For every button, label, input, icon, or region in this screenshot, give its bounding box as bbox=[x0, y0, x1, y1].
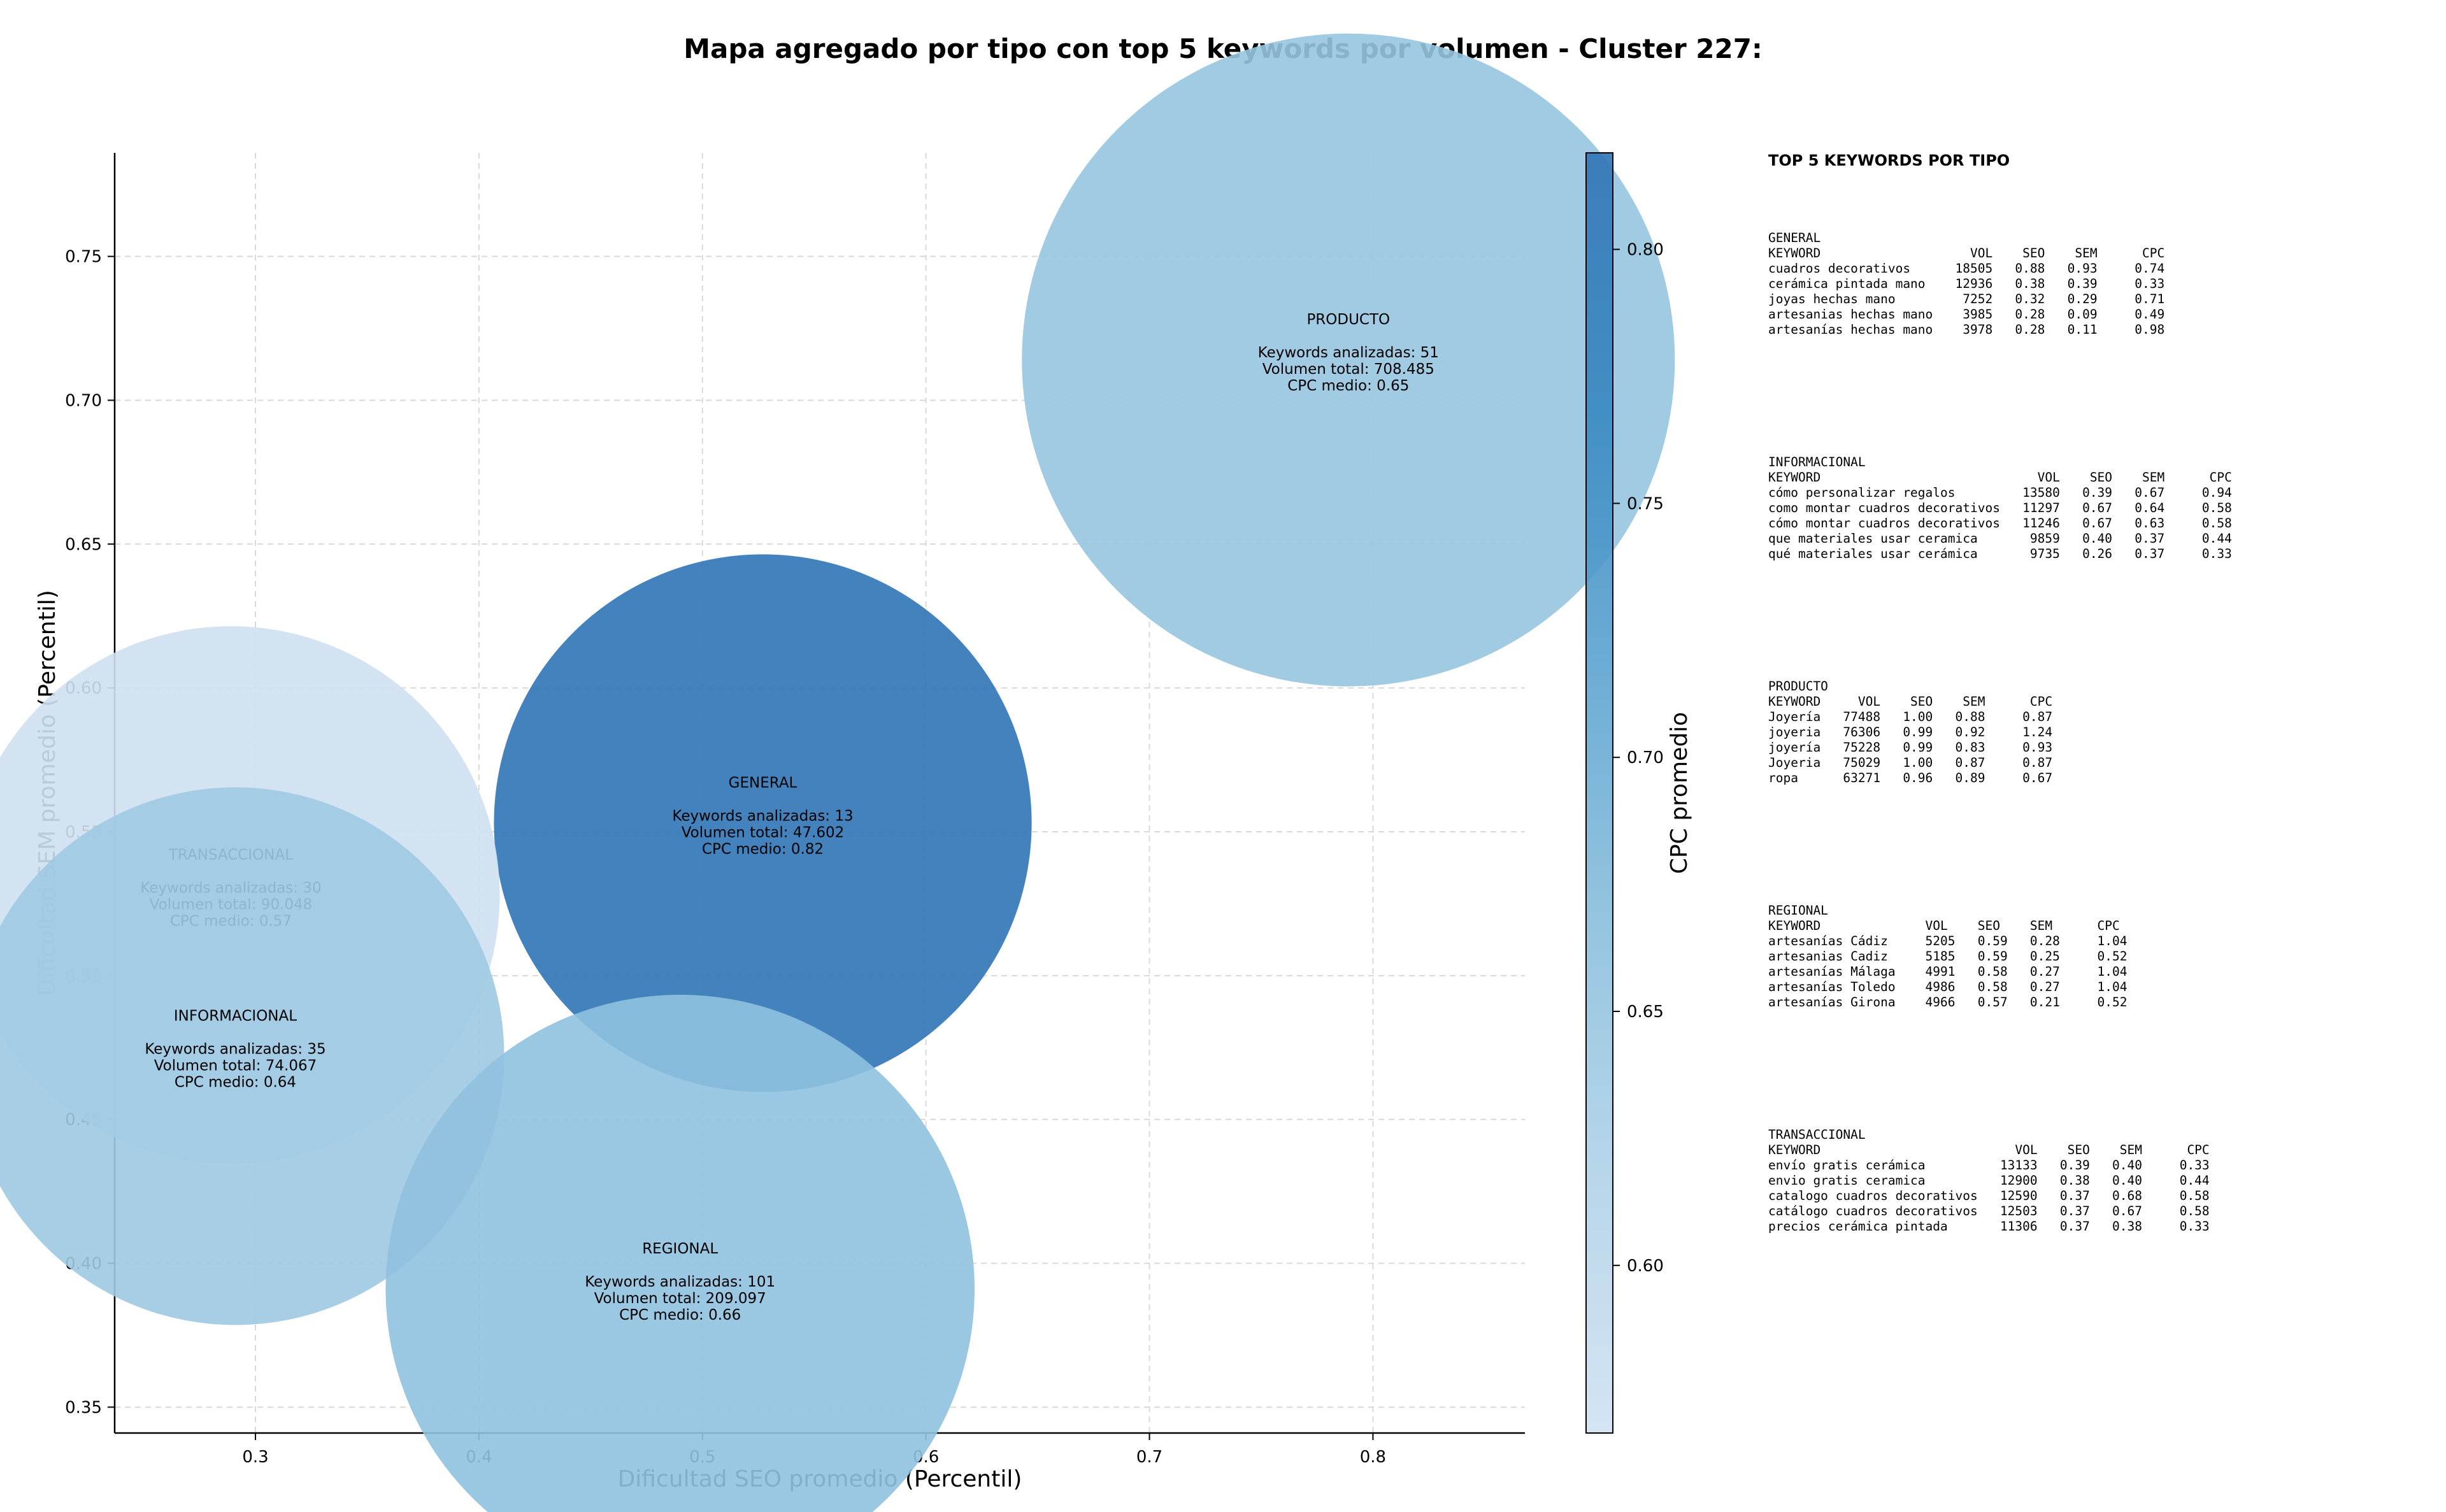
keyword-table-row: KEYWORD VOL SEO SEM CPC bbox=[1768, 918, 2120, 933]
keyword-table-transaccional: TRANSACCIONAL KEYWORD VOL SEO SEM CPC enví… bbox=[1768, 1127, 2210, 1234]
keyword-table-title: INFORMACIONAL bbox=[1768, 455, 1866, 469]
x-tick-label: 0.7 bbox=[1136, 1448, 1162, 1467]
keyword-table-title: PRODUCTO bbox=[1768, 679, 1828, 694]
keyword-table-row: artesanías hechas mano 3978 0.28 0.11 0.… bbox=[1768, 322, 2165, 337]
x-tick-label: 0.3 bbox=[242, 1448, 268, 1467]
bubble-name: REGIONAL bbox=[642, 1241, 718, 1257]
colorbar-tick-label: 0.65 bbox=[1627, 1002, 1664, 1022]
colorbar-tick-label: 0.75 bbox=[1627, 494, 1664, 513]
keyword-table-row: que materiales usar ceramica 9859 0.40 0… bbox=[1768, 531, 2232, 546]
keyword-table-row: catalogo cuadros decorativos 12590 0.37 … bbox=[1768, 1188, 2210, 1203]
bubble-volume: Volumen total: 47.602 bbox=[682, 824, 845, 841]
keyword-table-title: GENERAL bbox=[1768, 231, 1821, 245]
keyword-table-row: catálogo cuadros decorativos 12503 0.37 … bbox=[1768, 1204, 2210, 1218]
keyword-table-row: KEYWORD VOL SEO SEM CPC bbox=[1768, 246, 2165, 260]
keyword-table-row: Joyería 77488 1.00 0.88 0.87 bbox=[1768, 710, 2053, 724]
keyword-table-title: REGIONAL bbox=[1768, 903, 1828, 918]
y-tick-label: 0.75 bbox=[65, 248, 102, 267]
keyword-table-row: joyería 75228 0.99 0.83 0.93 bbox=[1768, 740, 2053, 755]
bubble-cpc: CPC medio: 0.65 bbox=[1287, 378, 1409, 394]
bubble-keywords: Keywords analizadas: 101 bbox=[585, 1274, 775, 1290]
colorbar: 0.60 0.65 0.70 0.75 0.80 CPC promedio bbox=[1585, 152, 1692, 1434]
keyword-table-row: KEYWORD VOL SEO SEM CPC bbox=[1768, 694, 2053, 709]
keyword-table-row: envío gratis cerámica 13133 0.39 0.40 0.… bbox=[1768, 1158, 2210, 1173]
bubble-keywords: Keywords analizadas: 13 bbox=[672, 808, 853, 824]
bubble-name: GENERAL bbox=[729, 774, 797, 791]
bubble-volume: Volumen total: 209.097 bbox=[594, 1290, 766, 1307]
bubble-informacional: INFORMACIONAL Keywords analizadas: 35Volu… bbox=[0, 787, 504, 1325]
y-tick-label: 0.65 bbox=[65, 535, 102, 554]
keyword-table-row: cuadros decorativos 18505 0.88 0.93 0.74 bbox=[1768, 261, 2165, 276]
keyword-table-row: precios cerámica pintada 11306 0.37 0.38… bbox=[1768, 1219, 2210, 1234]
keyword-table-row: artesanías Girona 4966 0.57 0.21 0.52 bbox=[1768, 995, 2128, 1009]
keyword-table-row: KEYWORD VOL SEO SEM CPC bbox=[1768, 1143, 2210, 1157]
colorbar-gradient bbox=[1585, 152, 1613, 1434]
keyword-table-row: artesanias hechas mano 3985 0.28 0.09 0.… bbox=[1768, 307, 2165, 322]
keyword-table-row: ropa 63271 0.96 0.89 0.67 bbox=[1768, 771, 2053, 785]
bubble-cpc: CPC medio: 0.82 bbox=[702, 841, 824, 857]
keyword-table-row: artesanías Málaga 4991 0.58 0.27 1.04 bbox=[1768, 964, 2128, 979]
bubble-circle bbox=[494, 554, 1032, 1092]
colorbar-label: CPC promedio bbox=[1666, 712, 1692, 874]
keyword-table-row: artesanías Toledo 4986 0.58 0.27 1.04 bbox=[1768, 980, 2128, 994]
bubble-regional: REGIONAL Keywords analizadas: 101Volumen … bbox=[385, 995, 975, 1512]
keyword-table-row: joyas hechas mano 7252 0.32 0.29 0.71 bbox=[1768, 292, 2165, 306]
colorbar-tick-label: 0.80 bbox=[1627, 241, 1664, 260]
keyword-table-row: Joyeria 75029 1.00 0.87 0.87 bbox=[1768, 755, 2053, 770]
keyword-table-row: cómo personalizar regalos 13580 0.39 0.6… bbox=[1768, 485, 2232, 500]
keyword-table-row: como montar cuadros decorativos 11297 0.… bbox=[1768, 501, 2232, 515]
keyword-table-row: artesanías Cádiz 5205 0.59 0.28 1.04 bbox=[1768, 934, 2128, 948]
keyword-table-producto: PRODUCTO KEYWORD VOL SEO SEM CPC Joyería 7… bbox=[1768, 679, 2052, 786]
bubble-keywords: Keywords analizadas: 51 bbox=[1258, 345, 1439, 361]
bubble-cpc: CPC medio: 0.64 bbox=[175, 1074, 296, 1090]
keyword-table-title: TRANSACCIONAL bbox=[1768, 1127, 1866, 1142]
keyword-table-row: joyeria 76306 0.99 0.92 1.24 bbox=[1768, 725, 2053, 739]
keyword-table-regional: REGIONAL KEYWORD VOL SEO SEM CPC artesanía… bbox=[1768, 903, 2128, 1010]
bubble-volume: Volumen total: 74.067 bbox=[154, 1057, 317, 1074]
keyword-table-row: qué materiales usar cerámica 9735 0.26 0… bbox=[1768, 546, 2232, 561]
bubble-circle bbox=[0, 787, 504, 1325]
keyword-table-general: GENERAL KEYWORD VOL SEO SEM CPC cuadros de… bbox=[1768, 231, 2164, 338]
bubble-name: INFORMACIONAL bbox=[174, 1008, 297, 1024]
bubble-circle bbox=[385, 995, 975, 1512]
keyword-table-row: cómo montar cuadros decorativos 11246 0.… bbox=[1768, 516, 2232, 531]
y-tick-label: 0.35 bbox=[65, 1398, 102, 1417]
bubble-keywords: Keywords analizadas: 35 bbox=[145, 1041, 325, 1057]
bubble-name: PRODUCTO bbox=[1306, 311, 1390, 328]
bubble-cpc: CPC medio: 0.66 bbox=[619, 1307, 741, 1323]
panel-heading: TOP 5 KEYWORDS POR TIPO bbox=[1768, 152, 2010, 169]
colorbar-tick-label: 0.60 bbox=[1627, 1257, 1664, 1276]
keyword-table-row: artesanias Cadiz 5185 0.59 0.25 0.52 bbox=[1768, 949, 2128, 964]
bubble-circle bbox=[1022, 33, 1675, 687]
keyword-table-row: envio gratis ceramica 12900 0.38 0.40 0.… bbox=[1768, 1173, 2210, 1188]
keyword-table-row: cerámica pintada mano 12936 0.38 0.39 0.… bbox=[1768, 276, 2165, 291]
x-tick-label: 0.8 bbox=[1360, 1448, 1386, 1467]
colorbar-tick-label: 0.70 bbox=[1627, 748, 1664, 767]
bubble-volume: Volumen total: 708.485 bbox=[1262, 361, 1434, 378]
keyword-table-row: KEYWORD VOL SEO SEM CPC bbox=[1768, 470, 2232, 485]
y-tick-label: 0.70 bbox=[65, 391, 102, 410]
keyword-table-informacional: INFORMACIONAL KEYWORD VOL SEO SEM CPC cómo… bbox=[1768, 455, 2232, 562]
